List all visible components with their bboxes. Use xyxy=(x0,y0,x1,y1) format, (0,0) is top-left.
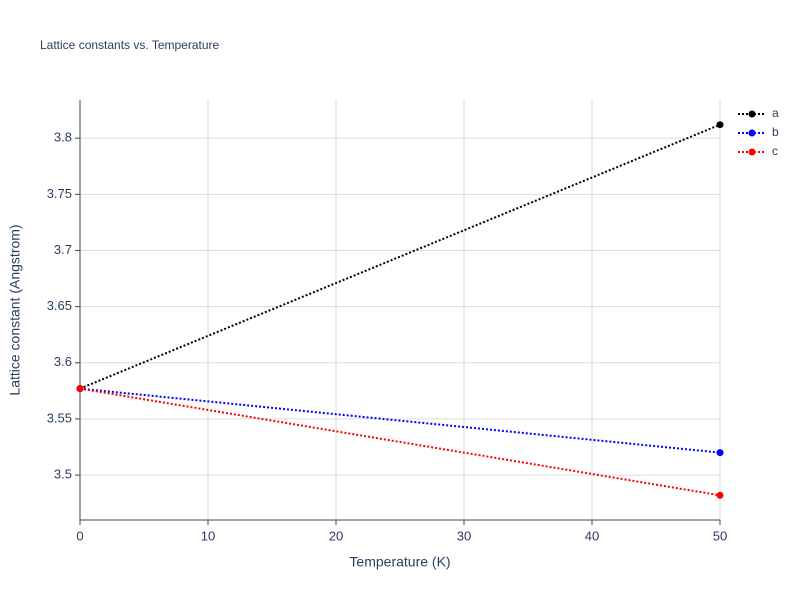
point xyxy=(76,385,84,393)
y-tick-label: 3.75 xyxy=(47,186,72,201)
x-tick-label: 20 xyxy=(329,528,343,543)
chart-title: Lattice constants vs. Temperature xyxy=(40,38,220,52)
legend-marker xyxy=(748,129,756,137)
x-axis-title: Temperature (K) xyxy=(349,554,450,570)
legend-label: b xyxy=(772,125,779,139)
y-tick-label: 3.65 xyxy=(47,298,72,313)
x-tick-label: 50 xyxy=(713,528,727,543)
y-tick-label: 3.6 xyxy=(54,354,72,369)
x-tick-label: 10 xyxy=(201,528,215,543)
legend-label: a xyxy=(772,106,779,120)
point xyxy=(716,491,724,499)
x-tick-label: 0 xyxy=(76,528,83,543)
y-tick-label: 3.5 xyxy=(54,467,72,482)
y-tick-label: 3.7 xyxy=(54,242,72,257)
y-tick-label: 3.55 xyxy=(47,410,72,425)
y-axis-title: Lattice constant (Angstrom) xyxy=(7,224,23,395)
legend-label: c xyxy=(772,144,778,158)
series-line xyxy=(79,387,721,454)
y-tick-label: 3.8 xyxy=(54,130,72,145)
x-tick-label: 30 xyxy=(457,528,471,543)
x-tick-label: 40 xyxy=(585,528,599,543)
point xyxy=(716,121,724,129)
series-line xyxy=(79,387,721,497)
legend-marker xyxy=(748,110,756,118)
series-line xyxy=(79,123,721,390)
point xyxy=(716,449,724,457)
legend-marker xyxy=(748,148,756,156)
